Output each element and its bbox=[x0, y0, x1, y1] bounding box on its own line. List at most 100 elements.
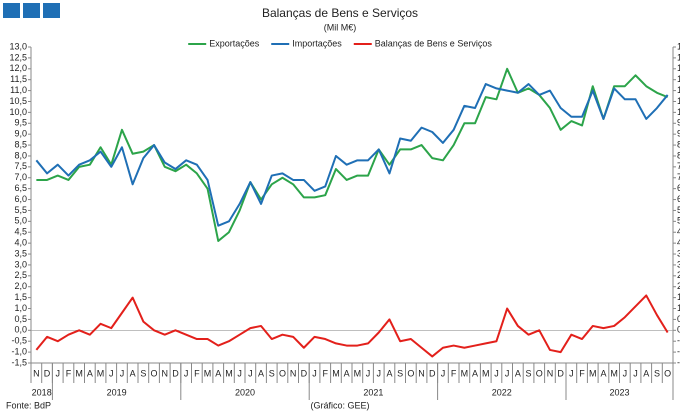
y2-tick-label: 11,5 bbox=[677, 74, 680, 84]
legend-label: Balanças de Bens e Serviços bbox=[375, 38, 493, 48]
x-tick-label: S bbox=[269, 368, 275, 378]
x-tick-label: M bbox=[97, 368, 105, 378]
y2-tick-label: -1,5 bbox=[677, 357, 680, 367]
x-tick-label: N bbox=[290, 368, 297, 378]
x-tick-label: F bbox=[66, 368, 72, 378]
y-tick-label: 2,5 bbox=[14, 270, 27, 280]
x-tick-label: O bbox=[151, 368, 158, 378]
y2-tick-label: -0,5 bbox=[677, 336, 680, 346]
y-tick-label: 11,5 bbox=[10, 74, 27, 84]
x-tick-label: D bbox=[429, 368, 436, 378]
y2-tick-label: 6,5 bbox=[677, 183, 680, 193]
y-tick-label: -1,5 bbox=[11, 357, 27, 367]
x-tick-label: A bbox=[600, 368, 606, 378]
x-tick-label: J bbox=[505, 368, 510, 378]
y2-tick-label: 7,5 bbox=[677, 161, 680, 171]
legend: Exportações Importações Balanças de Bens e… bbox=[188, 38, 492, 48]
y2-tick-label: 2,5 bbox=[677, 270, 680, 280]
y-tick-label: 3,0 bbox=[14, 259, 27, 269]
year-label: 2023 bbox=[609, 387, 629, 397]
logo-block bbox=[3, 3, 20, 18]
y-tick-label: 7,0 bbox=[14, 172, 27, 182]
axis-frame bbox=[30, 47, 674, 364]
x-tick-label: J bbox=[56, 368, 61, 378]
year-label: 2019 bbox=[107, 387, 127, 397]
x-tick-label: J bbox=[623, 368, 628, 378]
y-tick-label: 4,0 bbox=[14, 238, 27, 248]
y2-tick-label: 6,0 bbox=[677, 194, 680, 204]
y2-tick-label: 4,0 bbox=[677, 238, 680, 248]
y-tick-label: -1,0 bbox=[11, 346, 27, 356]
x-tick-label: M bbox=[482, 368, 490, 378]
y-tick-label: 3,5 bbox=[14, 248, 27, 258]
x-tick-label: M bbox=[461, 368, 469, 378]
year-label: 2021 bbox=[363, 387, 383, 397]
y-tick-label: 10,5 bbox=[9, 96, 27, 106]
x-tick-label: J bbox=[184, 368, 189, 378]
y2-tick-label: 9,0 bbox=[677, 129, 680, 139]
x-tick-label: N bbox=[33, 368, 40, 378]
x-tick-label: A bbox=[215, 368, 221, 378]
year-label: 2020 bbox=[235, 387, 255, 397]
x-tick-label: F bbox=[194, 368, 200, 378]
x-tick-label: F bbox=[323, 368, 329, 378]
year-label: 2018 bbox=[32, 387, 52, 397]
x-tick-label: S bbox=[654, 368, 660, 378]
x-tick-label: J bbox=[633, 368, 638, 378]
x-tick-label: J bbox=[237, 368, 242, 378]
x-tick-label: J bbox=[109, 368, 114, 378]
x-tick-label: O bbox=[407, 368, 414, 378]
y-tick-label: 13,0 bbox=[9, 41, 27, 51]
y2-tick-label: 10,5 bbox=[677, 96, 680, 106]
y2-tick-label: 8,5 bbox=[677, 139, 680, 149]
credit: (Gráfico: GEE) bbox=[310, 400, 369, 410]
year-label: 2022 bbox=[492, 387, 512, 397]
y2-tick-label: 11,0 bbox=[677, 85, 680, 95]
chart-title: Balanças de Bens e Serviços bbox=[262, 6, 418, 20]
y2-tick-label: 5,0 bbox=[677, 216, 680, 226]
x-tick-label: J bbox=[312, 368, 317, 378]
y-tick-label: 4,5 bbox=[14, 227, 27, 237]
y2-tick-label: 9,5 bbox=[677, 118, 680, 128]
y-tick-label: 9,0 bbox=[14, 129, 27, 139]
y-tick-label: 0,0 bbox=[14, 325, 27, 335]
y2-tick-label: 7,0 bbox=[677, 172, 680, 182]
x-tick-label: M bbox=[204, 368, 212, 378]
y2-tick-label: 2,0 bbox=[677, 281, 680, 291]
x-tick-label: M bbox=[354, 368, 362, 378]
x-tick-label: A bbox=[643, 368, 649, 378]
y2-tick-label: 5,5 bbox=[677, 205, 680, 215]
y-tick-label: 1,0 bbox=[14, 303, 27, 313]
y2-tick-label: 12,5 bbox=[677, 52, 680, 62]
y-tick-label: 1,5 bbox=[14, 292, 27, 302]
y-tick-label: 5,0 bbox=[14, 216, 27, 226]
x-tick-label: N bbox=[162, 368, 169, 378]
y-tick-label: 9,5 bbox=[14, 118, 27, 128]
source: Fonte: BdP bbox=[6, 400, 51, 410]
x-tick-label: S bbox=[526, 368, 532, 378]
x-tick-label: J bbox=[120, 368, 125, 378]
y2-tick-label: 1,0 bbox=[677, 303, 680, 313]
x-tick-label: O bbox=[279, 368, 286, 378]
y2-tick-label: 3,0 bbox=[677, 259, 680, 269]
x-tick-label: N bbox=[418, 368, 425, 378]
y-tick-label: 10,0 bbox=[9, 107, 27, 117]
x-tick-label: D bbox=[44, 368, 51, 378]
x-tick-label: F bbox=[451, 368, 457, 378]
y-tick-label: 2,0 bbox=[14, 281, 27, 291]
y2-tick-label: 8,0 bbox=[677, 150, 680, 160]
x-tick-label: D bbox=[557, 368, 564, 378]
y2-tick-label: 4,5 bbox=[677, 227, 680, 237]
y2-tick-label: 3,5 bbox=[677, 248, 680, 258]
x-tick-label: A bbox=[386, 368, 392, 378]
y-tick-label: 6,0 bbox=[14, 194, 27, 204]
x-tick-label: A bbox=[515, 368, 521, 378]
x-tick-label: M bbox=[332, 368, 340, 378]
x-tick-label: O bbox=[664, 368, 671, 378]
x-tick-label: D bbox=[301, 368, 308, 378]
legend-label: Exportações bbox=[209, 38, 260, 48]
y-tick-label: 12,0 bbox=[9, 63, 27, 73]
logo-block bbox=[23, 3, 40, 18]
y-tick-label: 0,5 bbox=[14, 314, 27, 324]
x-tick-label: J bbox=[366, 368, 371, 378]
